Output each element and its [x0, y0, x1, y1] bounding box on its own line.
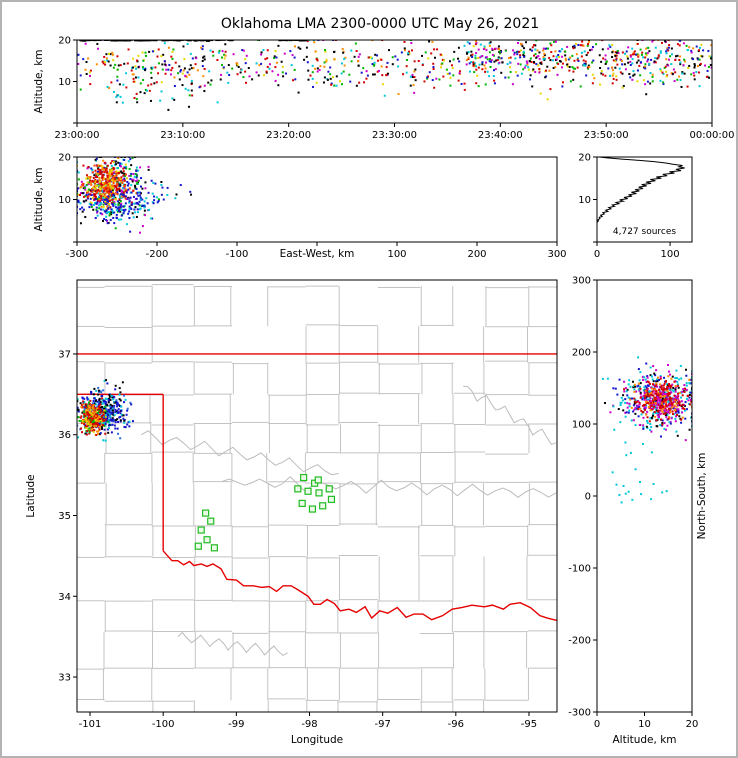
svg-text:10: 10: [58, 77, 71, 88]
panel-time_height: 23:00:00 23:10:00 23:20:00 23:30:00 23:40:00…: [33, 36, 734, 142]
svg-text:-96: -96: [448, 719, 464, 730]
east_west-y-axis-title: Altitude, km: [33, 167, 45, 231]
map-y-axis-title: Latitude: [25, 474, 37, 517]
east_west-x-axis-title: East-West, km: [280, 248, 355, 260]
svg-text:-100: -100: [568, 564, 591, 575]
source-count-label: 4,727 sources: [613, 227, 677, 237]
svg-text:0: 0: [585, 492, 591, 503]
svg-text:100: 100: [661, 249, 680, 260]
svg-text:10: 10: [638, 719, 651, 730]
north_south-x-axis: 0 10 20: [594, 712, 699, 730]
svg-text:-300: -300: [568, 708, 591, 719]
histogram-content: [597, 157, 685, 223]
time_height-scatter-points: [77, 40, 712, 111]
svg-text:-97: -97: [374, 719, 390, 730]
map-x-axis-title: Longitude: [291, 734, 343, 746]
oklahoma-state-border: [162, 550, 557, 622]
svg-text:10: 10: [58, 195, 71, 206]
map-frame: [76, 279, 558, 713]
svg-text:23:20:00: 23:20:00: [266, 130, 311, 141]
east_west-y-axis: 10 20: [58, 153, 77, 243]
svg-text:-99: -99: [228, 719, 244, 730]
svg-text:0: 0: [594, 719, 600, 730]
map-content: [77, 284, 557, 712]
time_height-content: [77, 40, 712, 111]
svg-text:0: 0: [594, 249, 600, 260]
east_west-scatter-points: [77, 157, 193, 234]
svg-text:200: 200: [572, 348, 591, 359]
svg-text:00:00:00: 00:00:00: [690, 130, 735, 141]
svg-text:300: 300: [547, 249, 566, 260]
panel-east_west: -300 -200 -100 100 200 300 East-West, km 10 20 Al…: [33, 153, 567, 261]
svg-text:-200: -200: [568, 636, 591, 647]
svg-text:20: 20: [686, 719, 699, 730]
svg-text:23:40:00: 23:40:00: [478, 130, 523, 141]
map-x-axis: -101 -100 -99 -98 -97 -96 -95: [79, 712, 537, 730]
svg-text:200: 200: [467, 249, 486, 260]
svg-text:10: 10: [578, 195, 591, 206]
svg-text:-100: -100: [152, 719, 175, 730]
svg-text:-101: -101: [79, 719, 102, 730]
svg-text:23:50:00: 23:50:00: [584, 130, 629, 141]
north_south-y-axis-title: North-South, km: [696, 453, 708, 540]
svg-text:23:10:00: 23:10:00: [160, 130, 205, 141]
north_south-scatter-points: [601, 356, 692, 504]
svg-text:300: 300: [572, 276, 591, 287]
svg-text:35: 35: [58, 511, 71, 522]
panel-histogram: 4,727 sources 0 100 10 20: [578, 153, 693, 260]
svg-text:-200: -200: [146, 249, 169, 260]
north_south-y-axis: -300 -200 -100 0 100 200 300: [568, 276, 597, 719]
time_height-y-axis: 10 20: [58, 36, 77, 124]
north_south-x-axis-title: Altitude, km: [612, 734, 676, 746]
north_south-frame: [596, 279, 693, 713]
panel-map: -101 -100 -99 -98 -97 -96 -95 Longitude 33 34 35 36…: [25, 279, 558, 746]
east_west-content: [77, 157, 193, 234]
figure-title: Oklahoma LMA 2300-0000 UTC May 26, 2021: [221, 16, 539, 32]
svg-text:100: 100: [387, 249, 406, 260]
svg-text:-98: -98: [301, 719, 317, 730]
svg-text:23:00:00: 23:00:00: [55, 130, 100, 141]
panels: 23:00:00 23:10:00 23:20:00 23:30:00 23:40:00…: [25, 36, 734, 747]
svg-text:34: 34: [58, 592, 71, 603]
svg-text:20: 20: [58, 36, 71, 47]
time_height-x-axis: 23:00:00 23:10:00 23:20:00 23:30:00 23:40:00…: [55, 123, 735, 141]
svg-text:100: 100: [572, 420, 591, 431]
map-y-axis: 33 34 35 36 37: [58, 349, 77, 684]
svg-text:36: 36: [58, 430, 71, 441]
histogram-x-axis: 0 100: [594, 242, 680, 260]
panel-north_south: 0 10 20 Altitude, km -300 -200 -100 0 100 200 300 N…: [568, 276, 708, 747]
east_west-x-axis: -300 -200 -100 100 200 300: [66, 242, 567, 260]
svg-text:-300: -300: [66, 249, 89, 260]
svg-text:33: 33: [58, 673, 71, 684]
histogram-y-axis: 10 20: [578, 153, 597, 243]
svg-text:20: 20: [58, 153, 71, 164]
time_height-y-axis-title: Altitude, km: [33, 49, 45, 113]
north_south-content: [601, 356, 692, 504]
altitude-histogram-line: [597, 157, 685, 223]
svg-text:37: 37: [58, 349, 71, 360]
svg-text:-100: -100: [226, 249, 249, 260]
svg-text:20: 20: [578, 153, 591, 164]
map-scatter-points: [77, 379, 134, 442]
lma-station-markers: [194, 473, 336, 552]
svg-text:-95: -95: [521, 719, 537, 730]
svg-text:23:30:00: 23:30:00: [372, 130, 417, 141]
